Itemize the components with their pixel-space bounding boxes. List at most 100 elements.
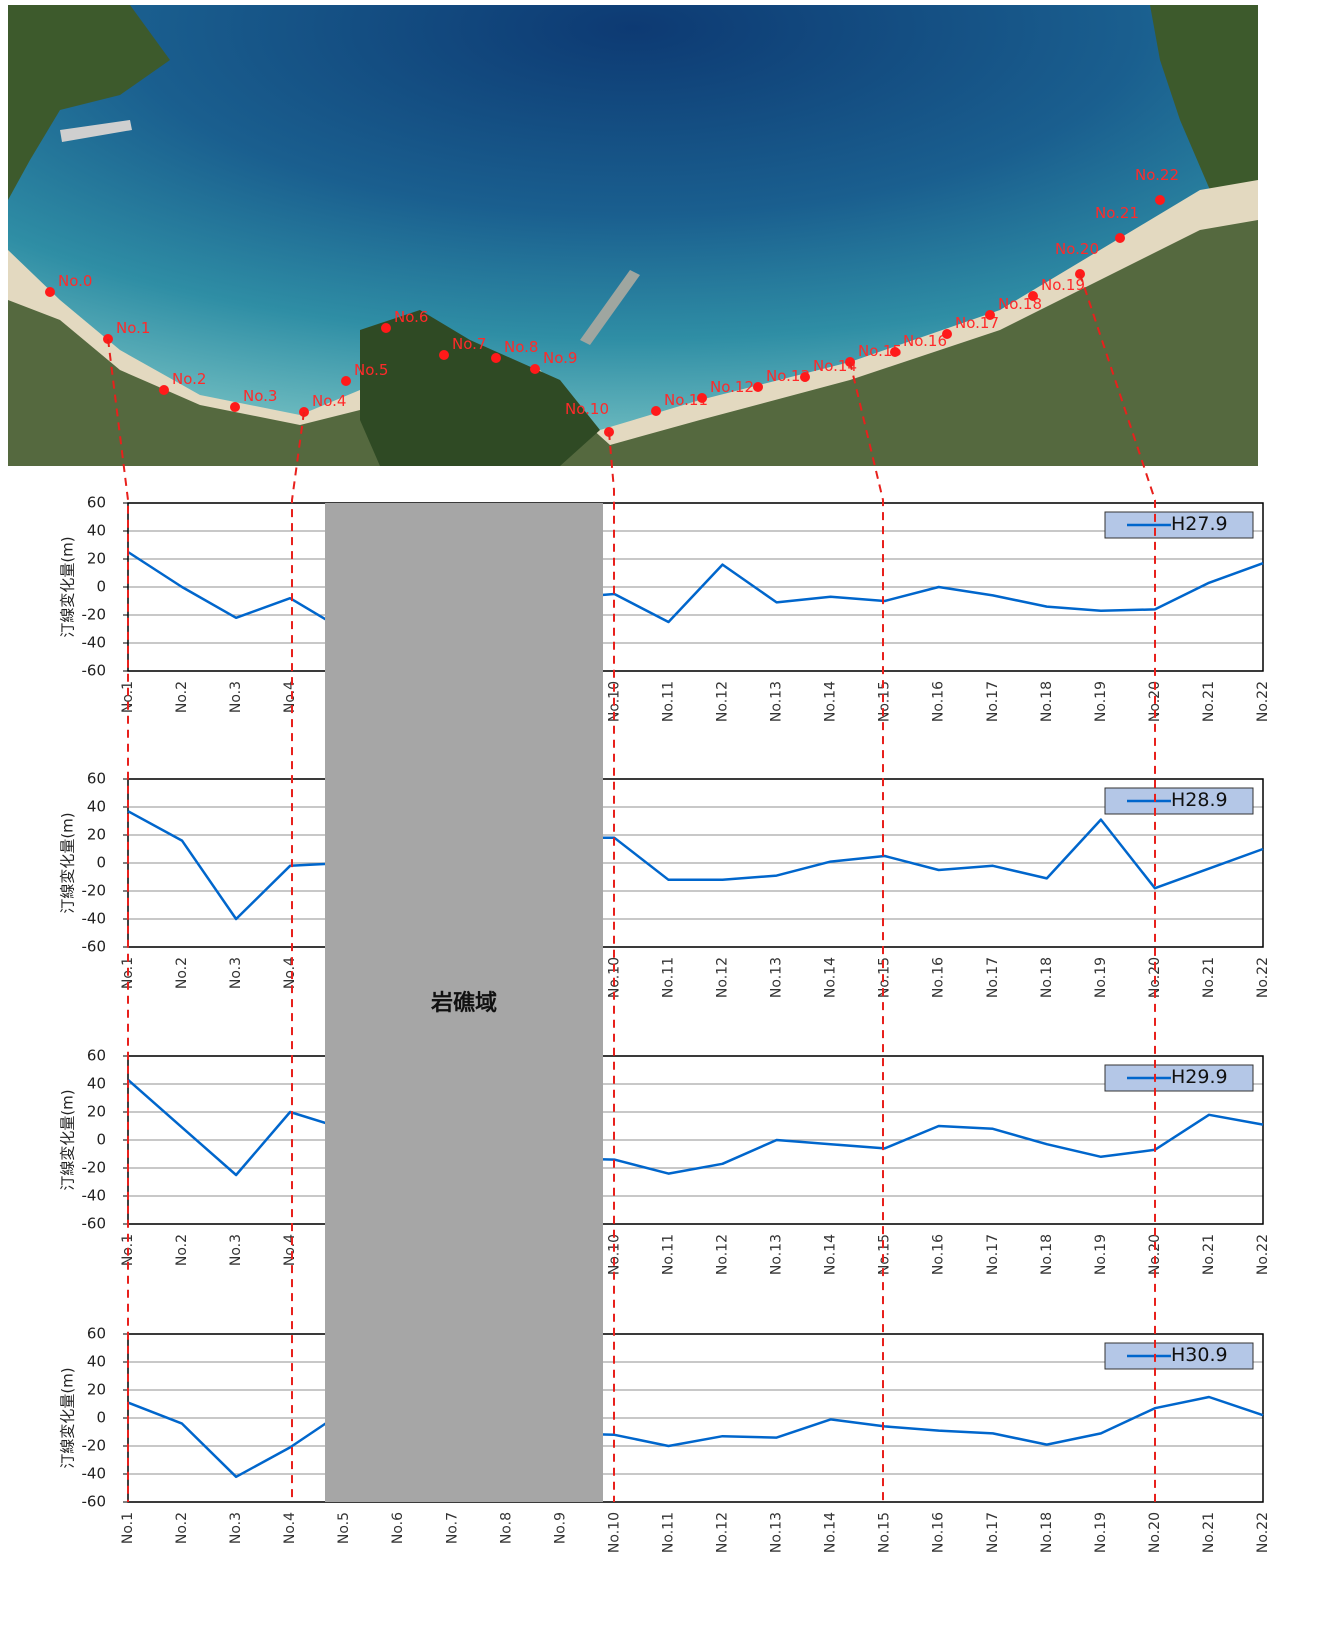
x-tick-label: No.21 xyxy=(1201,957,1217,998)
x-tick-label: No.1 xyxy=(120,1512,136,1544)
y-tick-label: 20 xyxy=(87,1381,106,1399)
x-tick-label: No.22 xyxy=(1255,1234,1271,1275)
y-tick-label: 0 xyxy=(96,1409,106,1427)
x-tick-label: No.19 xyxy=(1093,681,1109,722)
y-tick-label: 0 xyxy=(96,854,106,872)
y-tick-label: 20 xyxy=(87,1103,106,1121)
map-point-label: No.2 xyxy=(172,370,206,388)
x-tick-label: No.8 xyxy=(498,1512,514,1544)
x-tick-label: No.14 xyxy=(823,957,839,998)
series-line xyxy=(128,811,1263,919)
legend-label: H30.9 xyxy=(1171,1344,1228,1366)
x-tick-label: No.21 xyxy=(1201,1512,1217,1553)
map-point-label: No.8 xyxy=(504,338,538,356)
x-tick-label: No.11 xyxy=(660,681,676,722)
x-tick-label: No.2 xyxy=(174,1234,190,1266)
x-tick-label: No.3 xyxy=(228,1512,244,1544)
y-tick-label: -60 xyxy=(82,938,107,956)
y-tick-label: 20 xyxy=(87,550,106,568)
map-point xyxy=(1115,233,1125,243)
aerial-map xyxy=(8,5,1258,466)
x-tick-label: No.11 xyxy=(660,957,676,998)
map-point xyxy=(491,353,501,363)
y-tick-label: 60 xyxy=(87,1325,106,1343)
y-tick-label: -20 xyxy=(82,882,107,900)
x-tick-label: No.12 xyxy=(715,957,731,998)
x-tick-label: No.13 xyxy=(769,681,785,722)
x-tick-label: No.20 xyxy=(1147,1234,1163,1275)
legend-label: H27.9 xyxy=(1171,513,1228,535)
x-tick-label: No.14 xyxy=(823,1234,839,1275)
map-point-label: No.16 xyxy=(903,332,947,350)
x-tick-label: No.6 xyxy=(390,1512,406,1544)
y-tick-label: 0 xyxy=(96,1131,106,1149)
map-point xyxy=(230,402,240,412)
x-tick-label: No.16 xyxy=(931,1234,947,1275)
x-tick-label: No.15 xyxy=(877,1234,893,1275)
x-tick-label: No.12 xyxy=(715,681,731,722)
map-point xyxy=(1155,195,1165,205)
map-point xyxy=(800,372,810,382)
x-tick-label: No.2 xyxy=(174,1512,190,1544)
y-tick-label: 0 xyxy=(96,578,106,596)
y-tick-label: -60 xyxy=(82,1215,107,1233)
x-tick-label: No.2 xyxy=(174,681,190,713)
x-tick-label: No.13 xyxy=(769,1234,785,1275)
x-tick-label: No.14 xyxy=(823,681,839,722)
x-tick-label: No.17 xyxy=(985,1512,1001,1553)
y-tick-label: -40 xyxy=(82,1465,107,1483)
x-tick-label: No.16 xyxy=(931,681,947,722)
x-tick-label: No.3 xyxy=(228,957,244,989)
map-point xyxy=(439,350,449,360)
x-tick-label: No.13 xyxy=(769,957,785,998)
series-line xyxy=(128,1397,1263,1477)
map-point-label: No.5 xyxy=(354,361,388,379)
map-point-label: No.20 xyxy=(1055,240,1099,258)
x-tick-label: No.11 xyxy=(660,1512,676,1553)
map-point xyxy=(651,406,661,416)
map-point-label: No.7 xyxy=(452,335,486,353)
x-tick-label: No.12 xyxy=(715,1512,731,1553)
y-tick-label: 60 xyxy=(87,770,106,788)
page: No.0No.1No.2No.3No.4No.5No.6No.7No.8No.9… xyxy=(0,0,1325,1636)
rock-zone-label: 岩礁域 xyxy=(430,990,497,1016)
map-point xyxy=(159,385,169,395)
y-tick-label: -40 xyxy=(82,910,107,928)
y-tick-label: 40 xyxy=(87,798,106,816)
map-point-label: No.21 xyxy=(1095,204,1139,222)
x-tick-label: No.19 xyxy=(1093,957,1109,998)
x-tick-label: No.2 xyxy=(174,957,190,989)
x-tick-label: No.13 xyxy=(769,1512,785,1553)
map-point xyxy=(45,287,55,297)
map-point xyxy=(753,382,763,392)
y-tick-label: -60 xyxy=(82,662,107,680)
y-tick-label: -40 xyxy=(82,1187,107,1205)
map-point-label: No.22 xyxy=(1135,166,1179,184)
x-tick-label: No.20 xyxy=(1147,1512,1163,1553)
x-tick-label: No.17 xyxy=(985,1234,1001,1275)
map-point xyxy=(985,310,995,320)
guide-line xyxy=(108,339,128,1502)
x-tick-label: No.10 xyxy=(606,1512,622,1553)
y-axis-label: 汀線変化量(m) xyxy=(59,536,77,637)
x-tick-label: No.4 xyxy=(282,1234,298,1266)
charts: -60 -40 -20 0 20 40 60 汀線変化量(m) No.1 No.2 No.3 No.4… xyxy=(59,494,1272,1554)
map-point xyxy=(530,364,540,374)
y-tick-label: -20 xyxy=(82,1159,107,1177)
x-tick-label: No.16 xyxy=(931,957,947,998)
map-point-label: No.12 xyxy=(710,378,754,396)
map-point-label: No.1 xyxy=(116,319,150,337)
x-tick-label: No.5 xyxy=(336,1512,352,1544)
y-tick-label: 40 xyxy=(87,1353,106,1371)
x-tick-label: No.7 xyxy=(444,1512,460,1544)
map-point xyxy=(697,393,707,403)
x-tick-label: No.22 xyxy=(1255,681,1271,722)
y-tick-label: 60 xyxy=(87,494,106,512)
series-line xyxy=(128,552,1263,630)
y-tick-label: 20 xyxy=(87,826,106,844)
legend-label: H29.9 xyxy=(1171,1066,1228,1088)
x-tick-label: No.21 xyxy=(1201,1234,1217,1275)
figure: No.0No.1No.2No.3No.4No.5No.6No.7No.8No.9… xyxy=(0,0,1325,1632)
map-point-label: No.6 xyxy=(394,308,428,326)
x-tick-label: No.4 xyxy=(282,681,298,713)
